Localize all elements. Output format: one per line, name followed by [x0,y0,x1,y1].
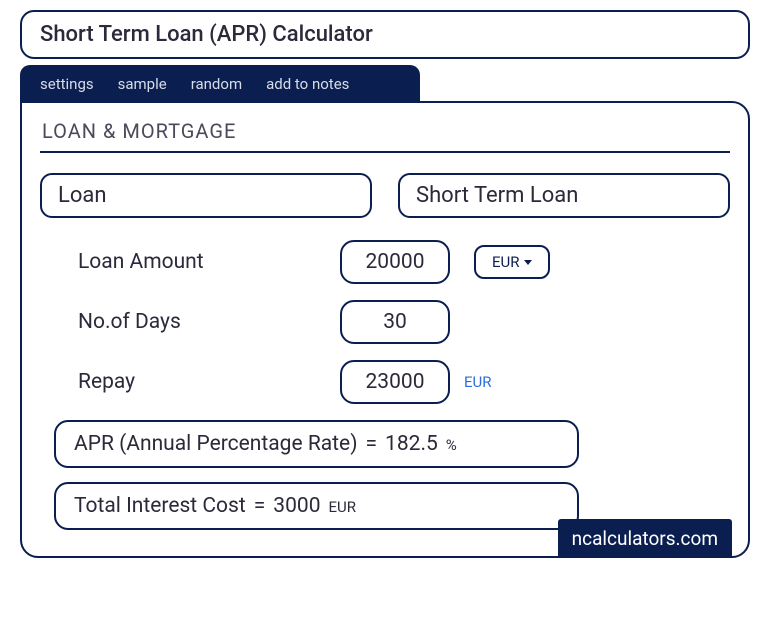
currency-select-label: EUR [492,253,520,271]
result-cost: Total Interest Cost = 3000 EUR [54,482,579,530]
tab-settings[interactable]: settings [40,75,94,93]
repay-currency-label: EUR [464,373,492,391]
brand-badge[interactable]: ncalculators.com [558,519,732,558]
currency-select[interactable]: EUR [474,245,550,279]
input-repay[interactable] [340,360,450,404]
page-title: Short Term Loan (APR) Calculator [20,10,750,59]
result-cost-label: Total Interest Cost [74,494,246,518]
category-primary[interactable]: Loan [40,173,372,218]
input-loan-amount[interactable] [340,240,450,284]
result-apr-eq: = [366,432,378,456]
row-repay: Repay EUR [40,360,730,404]
chevron-down-icon [524,260,532,265]
row-loan-amount: Loan Amount EUR [40,240,730,284]
label-days: No.of Days [40,310,340,334]
result-apr: APR (Annual Percentage Rate) = 182.5 % [54,420,579,468]
tab-sample[interactable]: sample [118,75,167,93]
calculator-panel: LOAN & MORTGAGE Loan Short Term Loan Loa… [20,101,750,558]
result-cost-value: 3000 [273,494,320,518]
result-cost-unit: EUR [329,498,357,516]
tab-random[interactable]: random [191,75,242,93]
result-apr-unit: % [446,436,457,454]
result-apr-label: APR (Annual Percentage Rate) [74,432,358,456]
tab-strip: settings sample random add to notes [20,65,420,103]
input-days[interactable] [340,300,450,344]
category-secondary[interactable]: Short Term Loan [398,173,730,218]
row-days: No.of Days [40,300,730,344]
result-apr-value: 182.5 [385,432,438,456]
result-cost-eq: = [254,494,266,518]
label-loan-amount: Loan Amount [40,250,340,274]
tab-add-to-notes[interactable]: add to notes [266,75,349,93]
label-repay: Repay [40,370,340,394]
section-title: LOAN & MORTGAGE [40,117,730,153]
category-row: Loan Short Term Loan [40,173,730,218]
